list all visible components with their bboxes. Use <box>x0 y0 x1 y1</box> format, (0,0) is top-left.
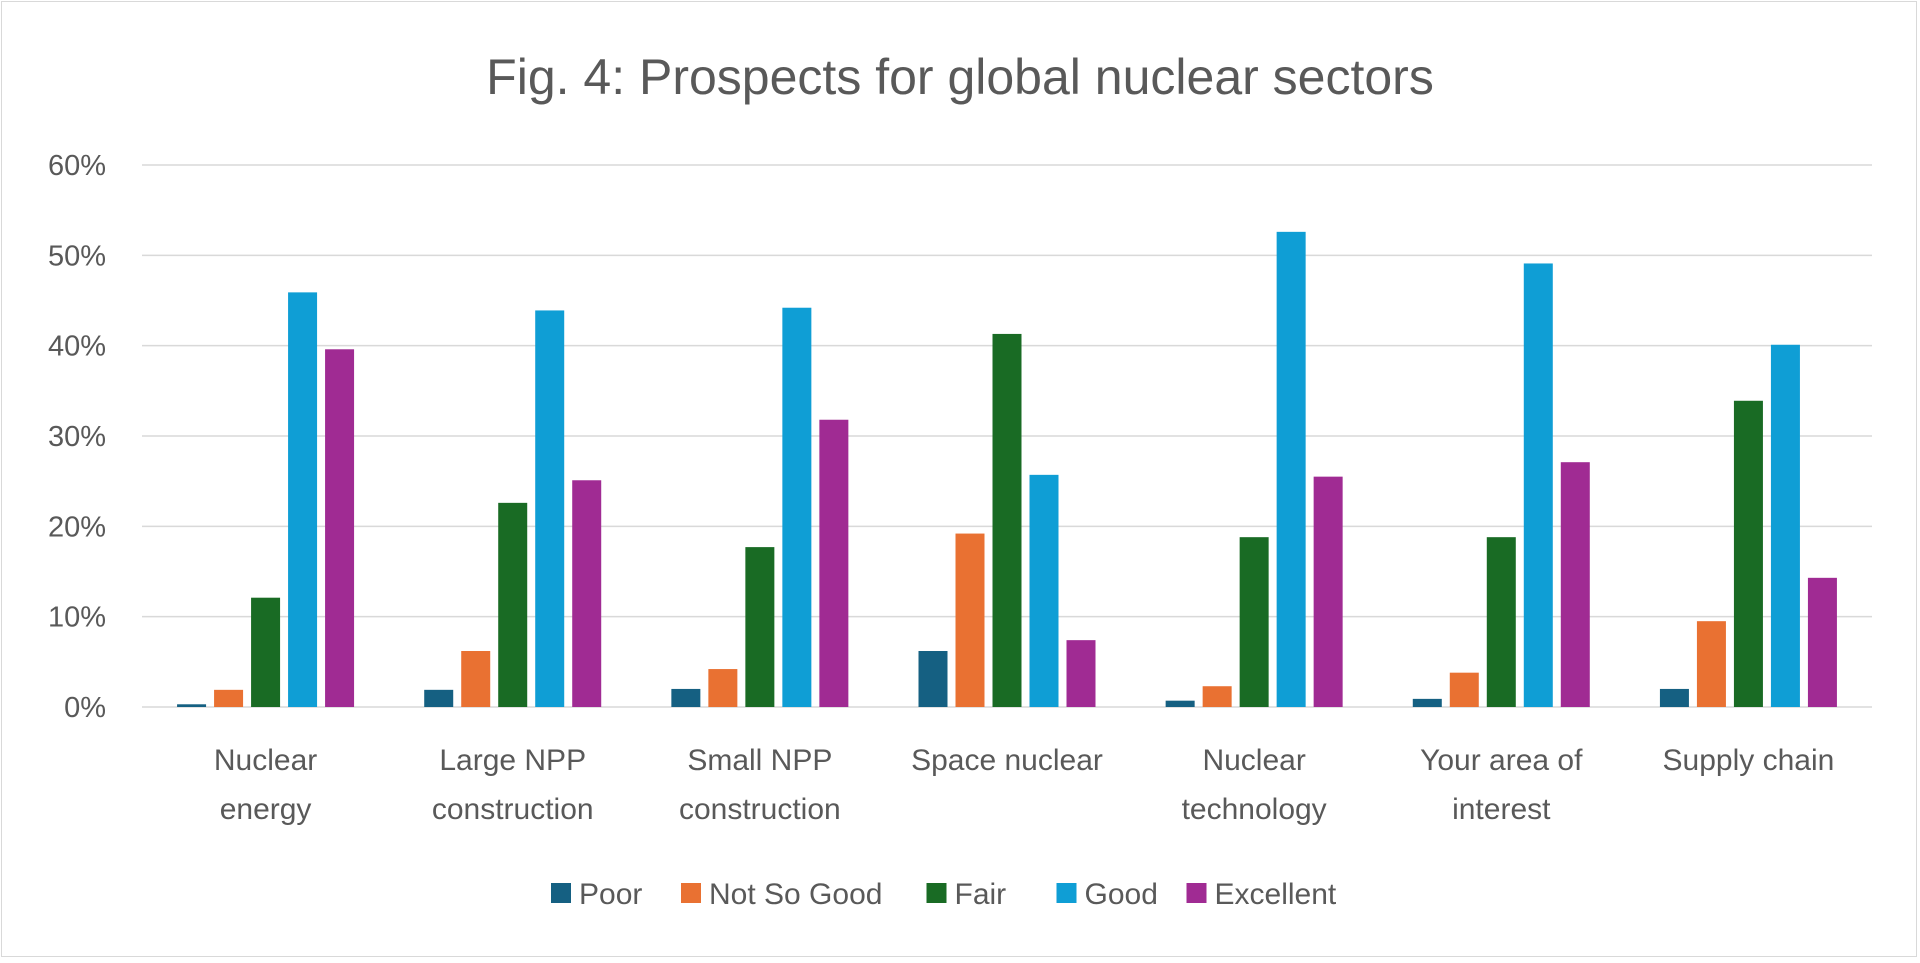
y-tick-label: 20% <box>48 511 106 543</box>
x-tick-label: Nuclear <box>214 744 317 777</box>
bar-fair <box>498 502 528 707</box>
bar-fair <box>1733 400 1763 707</box>
legend-swatch <box>1056 883 1077 903</box>
bar-excellent <box>1560 462 1590 707</box>
x-tick-label: construction <box>432 793 594 826</box>
legend: Poor Not So Good Fair Good Excellent <box>551 878 1337 911</box>
x-axis-labels: Nuclear energy Large NPP construction Small … <box>214 744 1834 826</box>
bar-excellent <box>1066 640 1096 707</box>
bar-not-so-good <box>708 669 738 707</box>
y-tick-label: 50% <box>48 240 106 272</box>
bar-poor <box>1659 688 1689 707</box>
legend-label: Not So Good <box>709 878 882 911</box>
bar-fair <box>992 333 1022 707</box>
x-tick-label: Nuclear <box>1202 744 1305 777</box>
y-tick-label: 10% <box>48 602 106 634</box>
bar-poor <box>1165 700 1195 707</box>
x-tick-label: Small NPP <box>687 744 832 777</box>
legend-item: Excellent <box>1186 878 1337 911</box>
x-tick-label: construction <box>679 793 841 826</box>
bar-fair <box>745 547 775 707</box>
legend-label: Fair <box>955 878 1007 911</box>
bar-poor <box>424 689 454 707</box>
bar-excellent <box>819 419 849 707</box>
bar-excellent <box>325 349 355 707</box>
x-tick-label: energy <box>220 793 312 826</box>
y-axis-ticks: 0% 10% 20% 30% 40% 50% 60% <box>48 150 106 724</box>
bar-poor <box>671 688 701 707</box>
legend-swatch <box>551 883 571 903</box>
bar-not-so-good <box>1449 672 1479 707</box>
x-tick-label: Space nuclear <box>911 744 1103 777</box>
x-tick-label: Large NPP <box>439 744 586 777</box>
bar-not-so-good <box>1696 621 1726 707</box>
legend-label: Good <box>1085 878 1158 911</box>
bar-not-so-good <box>214 689 244 707</box>
y-tick-label: 60% <box>48 150 106 182</box>
bar-excellent <box>572 480 602 707</box>
bar-not-so-good <box>461 650 491 707</box>
legend-item: Poor <box>551 878 642 911</box>
legend-swatch <box>681 883 701 903</box>
y-tick-label: 30% <box>48 421 106 453</box>
legend-label: Poor <box>579 878 642 911</box>
bar-fair <box>1239 537 1269 707</box>
legend-label: Excellent <box>1215 878 1337 911</box>
chart-title: Fig. 4: Prospects for global nuclear sec… <box>486 49 1434 105</box>
bar-fair <box>1486 537 1516 707</box>
bar-poor <box>918 650 948 707</box>
x-tick-label: Supply chain <box>1663 744 1835 777</box>
legend-item: Good <box>1056 878 1158 911</box>
bar-not-so-good <box>955 533 985 707</box>
bar-excellent <box>1807 577 1837 707</box>
bar-fair <box>251 597 281 707</box>
bar-excellent <box>1313 476 1343 707</box>
bar-good <box>782 307 812 707</box>
legend-swatch <box>926 883 947 903</box>
bars <box>177 231 1837 707</box>
bar-good <box>1276 231 1306 707</box>
bar-good <box>1029 474 1059 707</box>
x-tick-label: interest <box>1452 793 1551 826</box>
bar-poor <box>177 704 207 707</box>
bar-good <box>288 292 318 707</box>
x-tick-label: Your area of <box>1420 744 1583 777</box>
bar-not-so-good <box>1202 686 1232 707</box>
bar-poor <box>1412 698 1442 707</box>
legend-swatch <box>1186 883 1207 903</box>
bar-good <box>1770 344 1800 707</box>
legend-item: Fair <box>926 878 1007 911</box>
bar-good <box>1523 263 1553 707</box>
y-tick-label: 0% <box>64 692 106 724</box>
bar-good <box>535 310 565 707</box>
legend-item: Not So Good <box>681 878 882 911</box>
x-tick-label: technology <box>1182 793 1327 826</box>
y-tick-label: 40% <box>48 331 106 363</box>
